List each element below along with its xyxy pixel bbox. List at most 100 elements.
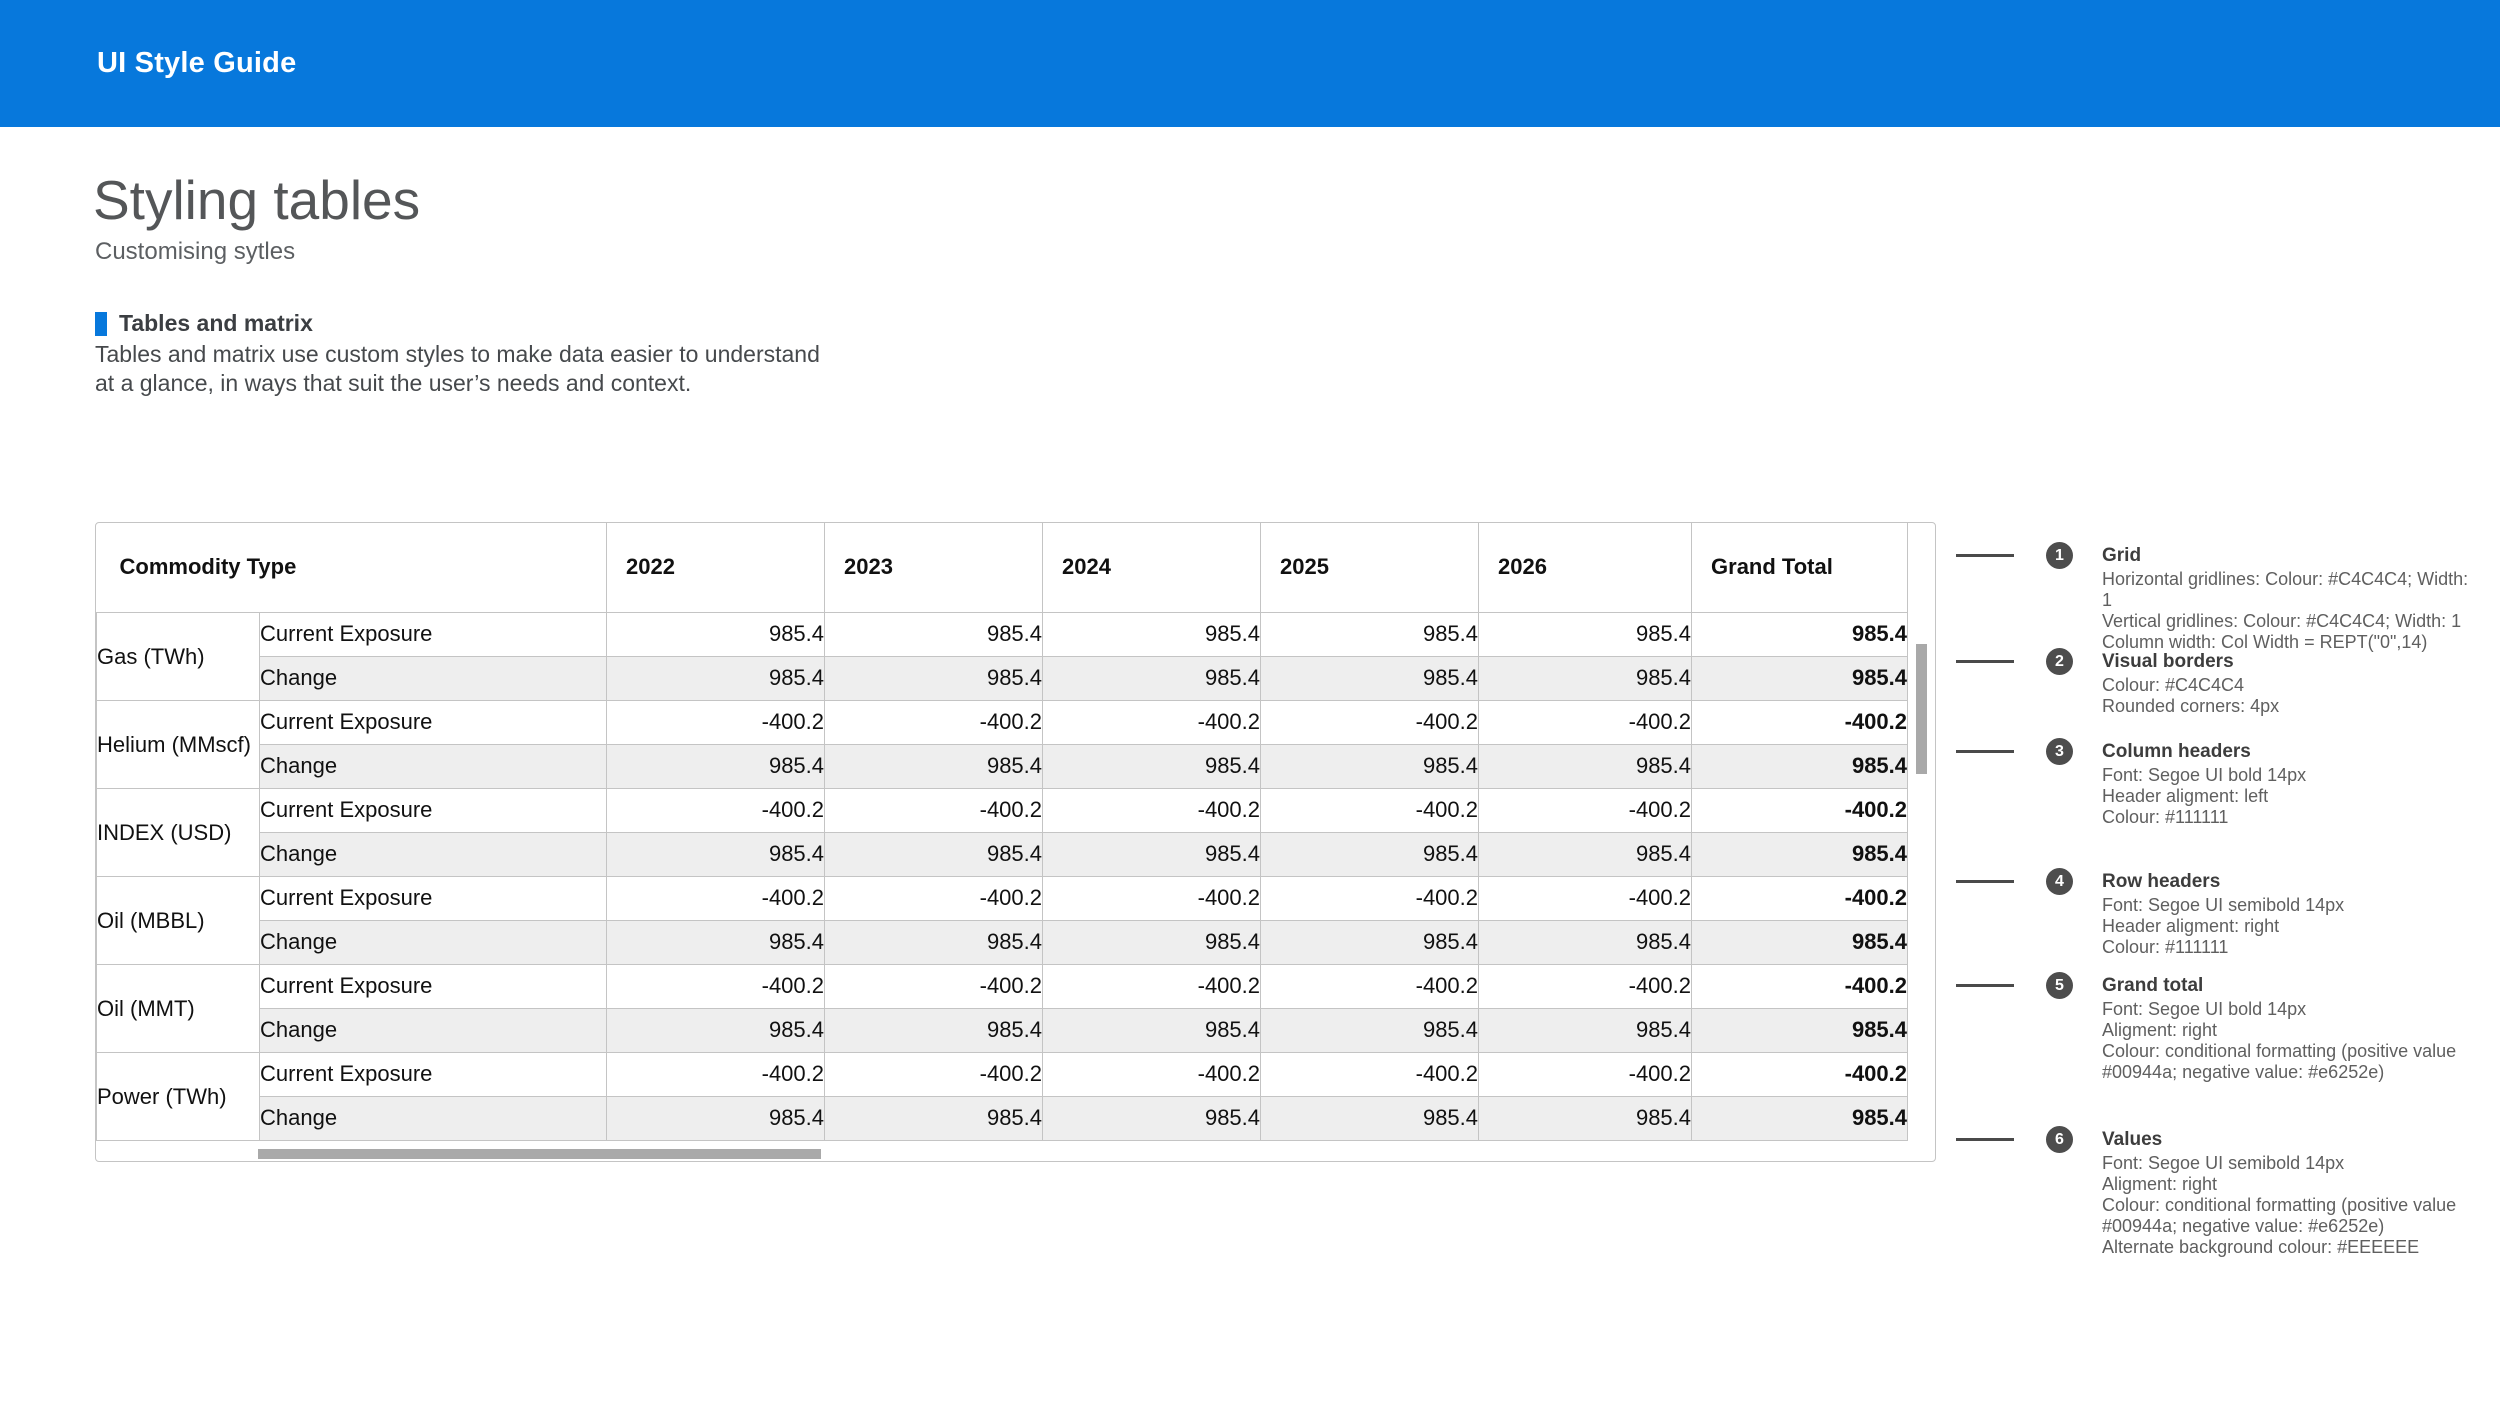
value-cell: 985.4 [1042, 655, 1262, 701]
value-cell: 985.4 [606, 611, 826, 657]
row-header-metric: Change [258, 655, 608, 701]
annotation-title: Visual borders [2102, 651, 2234, 672]
grand-total-cell: 985.4 [1691, 831, 1909, 877]
value-cell: -400.2 [1042, 875, 1262, 921]
value-cell: 985.4 [1260, 1007, 1480, 1053]
table-header-row: Commodity Type 2022 2023 2024 2025 2026 … [96, 523, 1909, 613]
row-header-metric: Change [258, 1007, 608, 1053]
annotation-line: Column width: Col Width = REPT("0",14) [2102, 632, 2428, 652]
value-cell: -400.2 [606, 699, 826, 745]
callout-number-badge: 3 [2046, 738, 2073, 765]
value-cell: 985.4 [606, 831, 826, 877]
section-bullet-icon [95, 311, 107, 336]
annotation-line: Aligment: right [2102, 1174, 2218, 1194]
annotation-line: #00944a; negative value: #e6252e) [2102, 1062, 2385, 1082]
page-subtitle: Customising sytles [95, 238, 296, 265]
value-cell: 985.4 [1478, 1095, 1693, 1141]
column-header-2026: 2026 [1478, 523, 1693, 613]
annotation-line: Header aligment: left [2102, 786, 2269, 806]
annotation-text: Row headers Font: Segoe UI semibold 14px H… [2102, 868, 2472, 958]
value-cell: -400.2 [1478, 963, 1693, 1009]
value-cell: 985.4 [1260, 743, 1480, 789]
vertical-scrollbar-thumb[interactable] [1916, 644, 1927, 774]
column-header-2025: 2025 [1260, 523, 1480, 613]
value-cell: -400.2 [1260, 875, 1480, 921]
annotation-line: Colour: #111111 [2102, 807, 2229, 827]
callout-number-badge: 1 [2046, 542, 2073, 569]
value-cell: -400.2 [824, 787, 1044, 833]
row-header-metric: Current Exposure [258, 611, 608, 657]
annotation-title: Grid [2102, 545, 2142, 566]
value-cell: 985.4 [606, 743, 826, 789]
value-cell: 985.4 [824, 919, 1044, 965]
annotation-text: Grid Horizontal gridlines: Colour: #C4C4C… [2102, 542, 2472, 653]
annotation-title: Values [2102, 1129, 2163, 1150]
value-cell: 985.4 [1042, 611, 1262, 657]
value-cell: -400.2 [1260, 699, 1480, 745]
value-cell: 985.4 [606, 919, 826, 965]
value-cell: 985.4 [1042, 831, 1262, 877]
table-row: Change 985.4 985.4 985.4 985.4 985.4 985.4 [97, 1007, 1909, 1053]
row-header-metric: Change [258, 1095, 608, 1141]
value-cell: 985.4 [606, 1095, 826, 1141]
row-header-metric: Current Exposure [258, 1051, 608, 1097]
value-cell: -400.2 [1042, 963, 1262, 1009]
row-header-metric: Current Exposure [258, 787, 608, 833]
grand-total-cell: 985.4 [1691, 1095, 1909, 1141]
row-header-commodity: Helium (MMscf) [96, 699, 260, 789]
callout-leader-line [1956, 660, 2014, 663]
value-cell: 985.4 [1042, 1007, 1262, 1053]
annotation-line: Rounded corners: 4px [2102, 696, 2280, 716]
annotation-title: Row headers [2102, 871, 2221, 892]
row-header-metric: Change [258, 919, 608, 965]
grand-total-cell: -400.2 [1691, 1051, 1909, 1097]
column-header-commodity-type: Commodity Type [96, 523, 608, 613]
annotation-line: Font: Segoe UI semibold 14px [2102, 1153, 2345, 1173]
value-cell: 985.4 [1260, 655, 1480, 701]
value-cell: 985.4 [824, 831, 1044, 877]
row-header-metric: Current Exposure [258, 875, 608, 921]
annotation-line: Colour: conditional formatting (positive… [2102, 1195, 2457, 1215]
table-row: Gas (TWh) Current Exposure 985.4 985.4 985.4… [96, 611, 1909, 701]
value-cell: -400.2 [1478, 699, 1693, 745]
row-header-commodity: Gas (TWh) [96, 611, 260, 701]
styled-table-visual: Commodity Type 2022 2023 2024 2025 2026 … [95, 522, 1936, 1162]
value-cell: -400.2 [1478, 1051, 1693, 1097]
row-header-commodity: Power (TWh) [96, 1051, 260, 1141]
horizontal-scrollbar-thumb[interactable] [258, 1149, 821, 1159]
table-row: Change 985.4 985.4 985.4 985.4 985.4 985.4 [97, 743, 1909, 789]
value-cell: 985.4 [824, 1007, 1044, 1053]
grand-total-cell: 985.4 [1691, 655, 1909, 701]
value-cell: 985.4 [1042, 919, 1262, 965]
app-header-bar: UI Style Guide [0, 0, 2500, 127]
value-cell: -400.2 [1042, 699, 1262, 745]
callout-number-badge: 5 [2046, 972, 2073, 999]
annotation-line: Colour: #111111 [2102, 937, 2229, 957]
annotation-line: #00944a; negative value: #e6252e) [2102, 1216, 2385, 1236]
value-cell: 985.4 [824, 1095, 1044, 1141]
table-row: Change 985.4 985.4 985.4 985.4 985.4 985.4 [97, 1095, 1909, 1141]
annotation-text: Column headers Font: Segoe UI bold 14px He… [2102, 738, 2472, 828]
value-cell: -400.2 [824, 1051, 1044, 1097]
value-cell: 985.4 [1478, 655, 1693, 701]
grand-total-cell: -400.2 [1691, 787, 1909, 833]
grand-total-cell: -400.2 [1691, 875, 1909, 921]
value-cell: 985.4 [824, 611, 1044, 657]
annotation-line: Font: Segoe UI bold 14px [2102, 999, 2307, 1019]
table-row: Change 985.4 985.4 985.4 985.4 985.4 985.4 [97, 919, 1909, 965]
row-header-metric: Current Exposure [258, 699, 608, 745]
value-cell: 985.4 [1042, 743, 1262, 789]
annotation-title: Column headers [2102, 741, 2251, 762]
column-header-grand-total: Grand Total [1691, 523, 1909, 613]
grand-total-cell: 985.4 [1691, 611, 1909, 657]
grand-total-cell: -400.2 [1691, 963, 1909, 1009]
grand-total-cell: -400.2 [1691, 699, 1909, 745]
row-header-metric: Current Exposure [258, 963, 608, 1009]
value-cell: 985.4 [1478, 1007, 1693, 1053]
value-cell: 985.4 [1042, 1095, 1262, 1141]
value-cell: 985.4 [1478, 831, 1693, 877]
annotation-text: Values Font: Segoe UI semibold 14px Aligme… [2102, 1126, 2472, 1258]
commodity-table: Commodity Type 2022 2023 2024 2025 2026 … [96, 523, 1909, 1141]
table-row: Change 985.4 985.4 985.4 985.4 985.4 985.4 [97, 831, 1909, 877]
value-cell: 985.4 [1478, 611, 1693, 657]
